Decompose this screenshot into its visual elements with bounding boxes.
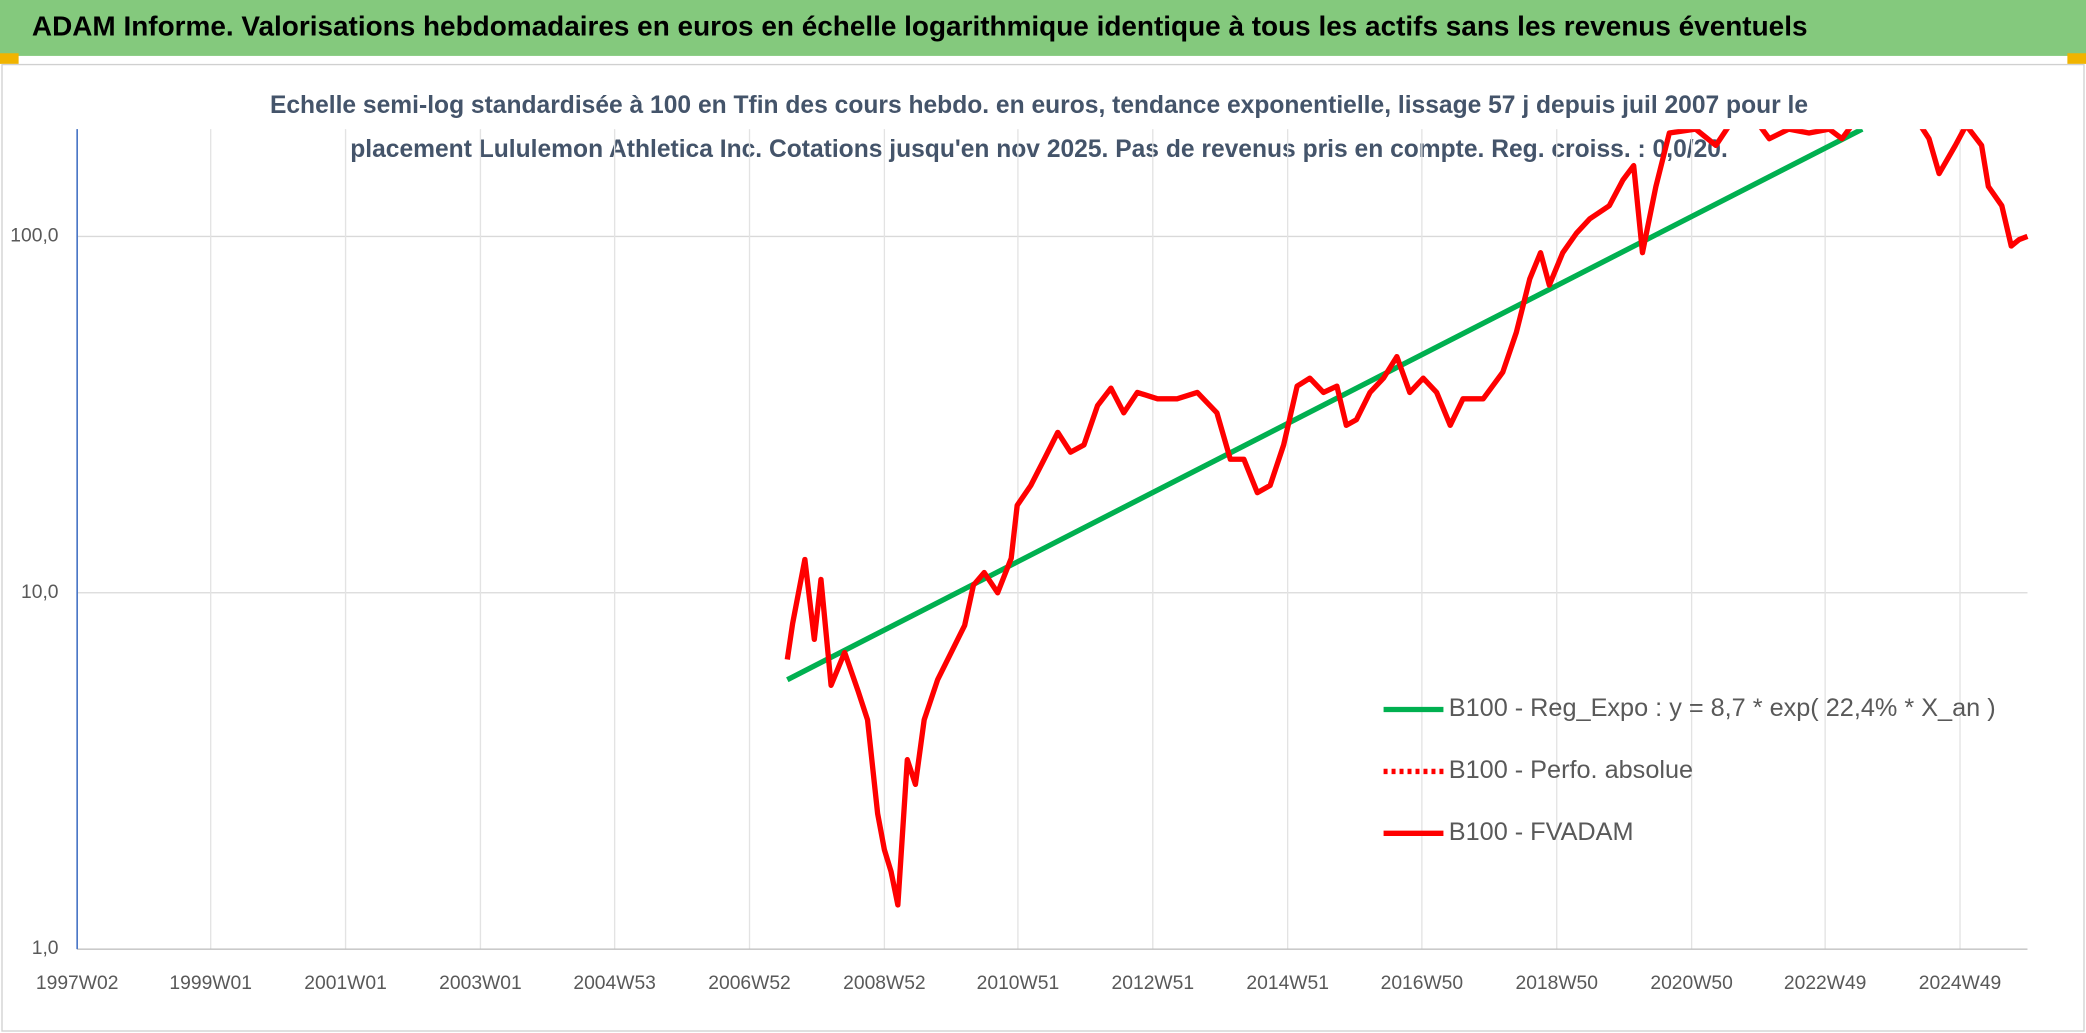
series-line [786,129,1864,683]
x-tick-label: 2003W01 [439,973,522,994]
corner-mark [2067,53,2086,64]
x-tick-label: 2014W51 [1246,973,1329,994]
series-line [784,129,2029,908]
x-tick-label: 2024W49 [1919,973,2002,994]
x-tick-label: 2006W52 [708,973,791,994]
x-tick-label: 2012W51 [1112,973,1195,994]
y-tick-label: 1,0 [32,938,59,959]
y-tick-label: 100,0 [10,225,58,246]
x-tick-label: 2016W50 [1381,973,1464,994]
x-tick-label: 2008W52 [843,973,926,994]
x-tick-label: 2022W49 [1784,973,1867,994]
x-tick-label: 2001W01 [304,973,387,994]
corner-mark [0,53,19,64]
legend-label: B100 - Reg_Expo : y = 8,7 * exp( 22,4% *… [1449,694,1996,722]
x-tick-label: 2010W51 [977,973,1060,994]
x-tick-label: 2004W53 [573,973,656,994]
legend-label: B100 - FVADAM [1449,818,1634,846]
x-tick-label: 1999W01 [169,973,252,994]
x-tick-label: 2020W50 [1650,973,1733,994]
x-tick-label: 1997W02 [36,973,119,994]
chart-subtitle: Echelle semi-log standardisée à 100 en T… [270,92,1808,119]
header-band [0,0,2086,56]
chart-subtitle: placement Lululemon Athletica Inc. Cotat… [350,136,1728,163]
legend-label: B100 - Perfo. absolue [1449,756,1693,784]
chart-frame [1,63,2085,1032]
x-tick-label: 2018W50 [1515,973,1598,994]
header-title: ADAM Informe. Valorisations hebdomadaire… [32,10,1808,41]
y-tick-label: 10,0 [21,582,59,603]
